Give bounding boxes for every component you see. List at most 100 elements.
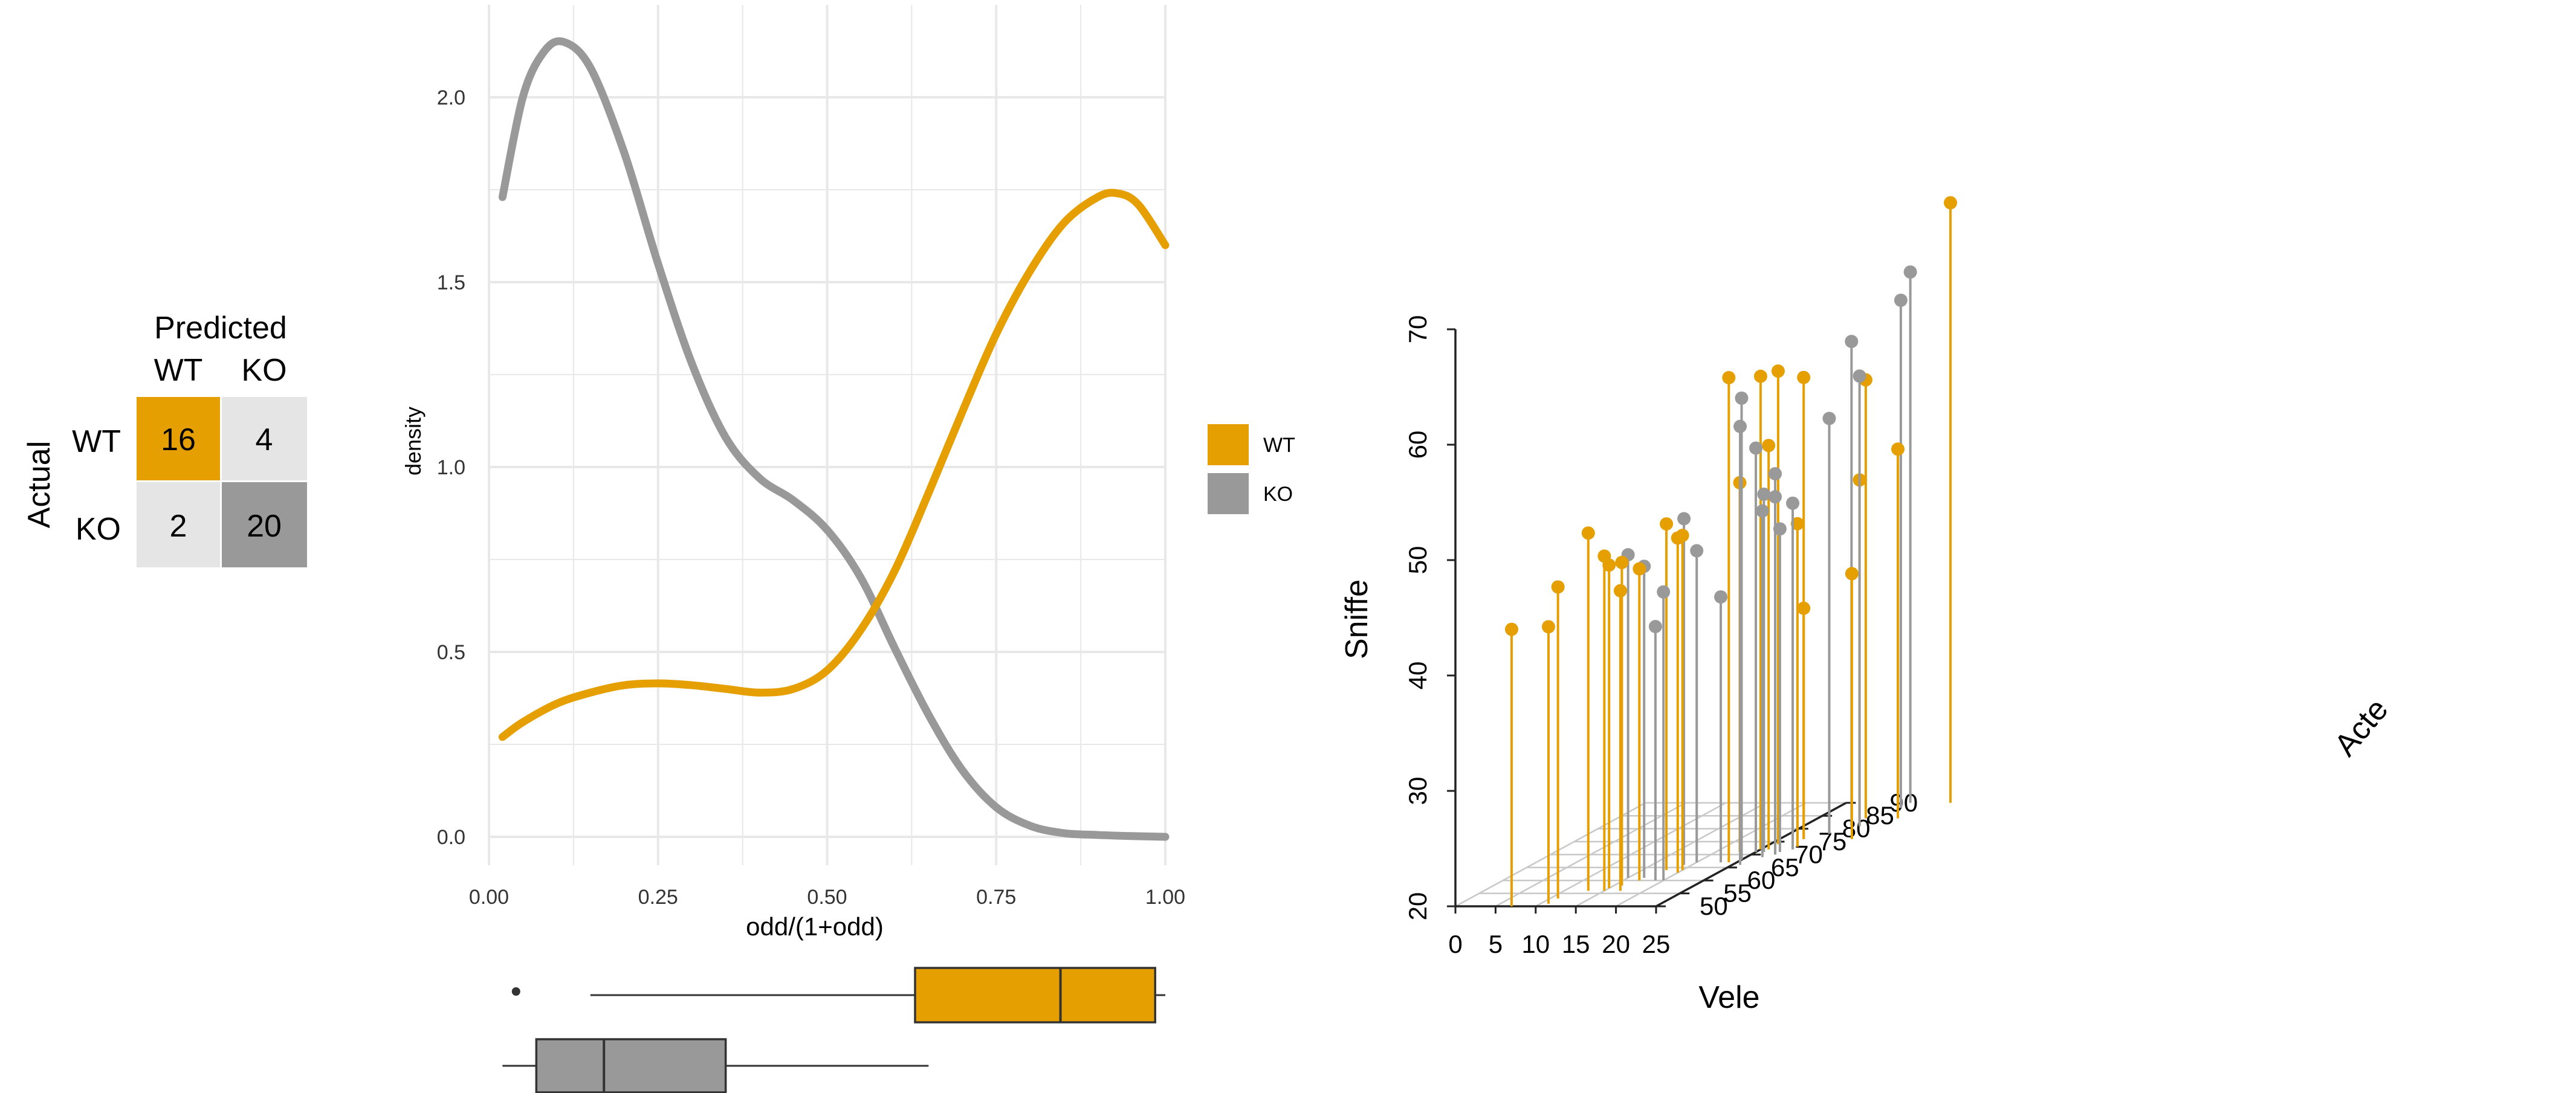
- scatter3d-x-tick-label: 10: [1521, 930, 1550, 958]
- confusion-matrix: Predicted WT KO Actual WT KO 16 4 2 20: [22, 311, 307, 567]
- scatter3d-point-wt: [1771, 364, 1785, 378]
- scatter3d-plot: 0 5 10 15 20 25505560657075808590203040506070…: [1339, 196, 2395, 1015]
- scatter3d-zlabel: Sniffe: [1339, 579, 1374, 659]
- density-lines: [498, 37, 1170, 841]
- scatter3d-z-tick-label: 20: [1403, 892, 1432, 921]
- confusion-title: Predicted: [154, 311, 287, 346]
- scatter3d-z-tick-label: 50: [1403, 546, 1432, 575]
- density-y-tick-label: 2.0: [437, 86, 465, 109]
- confusion-value-ko-ko: 20: [247, 509, 282, 544]
- scatter3d-x-tick-label: 15: [1562, 930, 1590, 958]
- scatter3d-point-ko: [1657, 585, 1671, 599]
- scatter3d-z-tick-label: 60: [1403, 431, 1432, 459]
- scatter3d-point-ko: [1757, 488, 1771, 501]
- density-y-tick-label: 1.0: [437, 456, 465, 479]
- scatter3d-point-ko: [1749, 441, 1763, 455]
- scatter3d-point-ko: [1677, 512, 1691, 526]
- density-y-tick-labels: 0.0 0.5 1.0 1.5 2.0: [437, 86, 465, 849]
- scatter3d-grid-line: [1575, 802, 1767, 908]
- scatter3d-points: [1504, 196, 1958, 906]
- boxplots: [502, 967, 1165, 1093]
- scatter3d-z-tick-label: 30: [1403, 777, 1432, 805]
- scatter3d-point-wt: [1891, 442, 1905, 456]
- confusion-value-ko-wt: 2: [170, 509, 187, 544]
- scatter3d-y-tick-label: 60: [1747, 866, 1776, 894]
- scatter3d-point-wt: [1722, 371, 1736, 385]
- density-gridlines: [488, 5, 1167, 865]
- scatter3d-point-wt: [1762, 439, 1776, 453]
- legend-key-wt: [1208, 424, 1249, 465]
- confusion-col-label-wt: WT: [154, 353, 203, 388]
- confusion-row-label-wt: WT: [72, 424, 121, 459]
- density-x-tick-labels: 0.00 0.25 0.50 0.75 1.00: [469, 886, 1185, 909]
- confusion-value-wt-wt: 16: [161, 422, 196, 457]
- scatter3d-y-tick-label: 80: [1842, 814, 1871, 843]
- scatter3d-point-wt: [1790, 517, 1804, 530]
- boxplot-outlier-wt: [511, 987, 520, 996]
- density-ylabel: density: [401, 407, 426, 476]
- density-y-tick-label: 1.5: [437, 271, 465, 294]
- scatter3d-point-ko: [1735, 391, 1749, 405]
- scatter3d-point-wt: [1541, 620, 1555, 634]
- density-x-tick-label: 0.25: [638, 886, 678, 909]
- scatter3d-grid-line: [1535, 802, 1726, 908]
- scatter3d-ylabel: Acte: [2328, 692, 2395, 763]
- density-x-tick-label: 0.00: [469, 886, 509, 909]
- boxplot-box-ko: [535, 1038, 727, 1093]
- legend-key-ko: [1208, 473, 1249, 514]
- density-xlabel: odd/(1+odd): [746, 912, 884, 941]
- scatter3d-point-ko: [1733, 419, 1747, 433]
- scatter3d-y-tick-label: 50: [1700, 892, 1728, 920]
- scatter3d-x-tick-label: 0: [1448, 930, 1462, 958]
- scatter3d-point-wt: [1551, 580, 1565, 594]
- density-line-wt: [498, 189, 1170, 741]
- scatter3d-y-tick-label: 65: [1771, 853, 1799, 882]
- scatter3d-point-ko: [1786, 496, 1800, 510]
- scatter3d-point-wt: [1597, 549, 1611, 563]
- scatter3d-point-wt: [1797, 370, 1811, 384]
- scatter3d-grid-line: [1455, 802, 1646, 908]
- legend-label-wt: WT: [1263, 434, 1295, 457]
- scatter3d-point-ko: [1714, 590, 1728, 604]
- scatter3d-point-ko: [1845, 335, 1859, 349]
- scatter3d-x-tick-label: 20: [1602, 930, 1630, 958]
- confusion-col-label-ko: KO: [241, 353, 286, 388]
- confusion-row-label-ko: KO: [76, 512, 121, 547]
- confusion-value-wt-ko: 4: [256, 422, 273, 457]
- scatter3d-point-wt: [1633, 562, 1646, 576]
- scatter3d-point-ko: [1690, 544, 1704, 558]
- scatter3d-point-ko: [1769, 490, 1782, 504]
- scatter3d-point-wt: [1504, 622, 1518, 636]
- scatter3d-point-wt: [1753, 369, 1767, 383]
- density-x-tick-label: 0.50: [807, 886, 847, 909]
- scatter3d-xlabel: Vele: [1698, 980, 1759, 1015]
- legend: WT KO: [1208, 424, 1295, 514]
- scatter3d-grid-line: [1495, 802, 1686, 908]
- scatter3d-point-wt: [1797, 601, 1811, 615]
- scatter3d-point-wt: [1944, 196, 1958, 210]
- confusion-ylabel: Actual: [22, 441, 57, 529]
- scatter3d-point-ko: [1903, 265, 1917, 279]
- density-y-tick-label: 0.0: [437, 826, 465, 849]
- legend-label-ko: KO: [1263, 483, 1293, 506]
- confusion-cell-wt-ko: [222, 397, 307, 480]
- scatter3d-point-wt: [1581, 526, 1595, 540]
- scatter3d-point-wt: [1660, 517, 1674, 531]
- density-line-ko: [498, 37, 1170, 841]
- scatter3d-point-ko: [1853, 369, 1866, 383]
- scatter3d-point-ko: [1822, 411, 1836, 425]
- scatter3d-point-ko: [1773, 522, 1787, 536]
- scatter3d-point-ko: [1769, 467, 1782, 481]
- scatter3d-point-wt: [1845, 567, 1859, 581]
- scatter3d-point-ko: [1755, 504, 1769, 518]
- scatter3d-point-wt: [1613, 584, 1627, 598]
- confusion-cell-wt-wt: [137, 397, 220, 480]
- scatter3d-point-ko: [1648, 620, 1662, 633]
- scatter3d-y-tick-label: 90: [1889, 788, 1918, 817]
- scatter3d-z-tick-label: 40: [1403, 662, 1432, 690]
- scatter3d-point-wt: [1671, 531, 1684, 545]
- density-y-tick-label: 0.5: [437, 641, 465, 664]
- scatter3d-y-tick-label: 85: [1866, 801, 1894, 830]
